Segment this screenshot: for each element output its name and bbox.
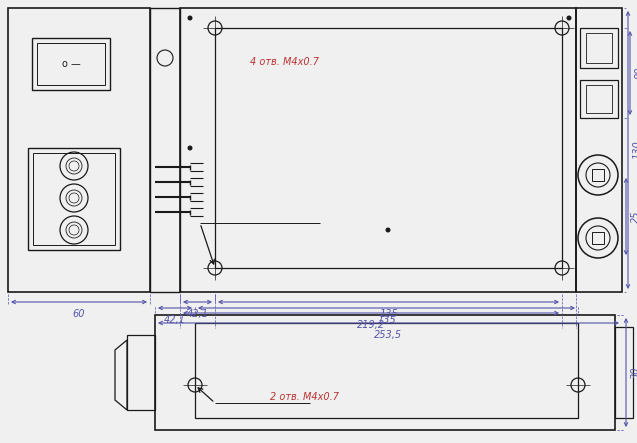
Bar — [215, 28, 562, 268]
Text: 25: 25 — [631, 210, 637, 223]
Text: 2 отв. М4х0.7: 2 отв. М4х0.7 — [270, 392, 339, 402]
Circle shape — [187, 145, 192, 151]
Text: 30: 30 — [631, 366, 637, 379]
Text: 4 отв. М4х0.7: 4 отв. М4х0.7 — [250, 57, 319, 67]
Bar — [155, 315, 615, 430]
Circle shape — [187, 16, 192, 20]
Bar — [33, 153, 115, 245]
Text: 219,2: 219,2 — [357, 320, 385, 330]
Bar — [586, 85, 612, 113]
Bar — [37, 43, 105, 85]
Text: 135: 135 — [377, 315, 396, 325]
Circle shape — [385, 228, 390, 233]
Bar — [28, 148, 120, 250]
Text: o —: o — — [62, 59, 80, 69]
Bar — [180, 8, 576, 292]
Bar — [580, 28, 618, 68]
Bar — [580, 80, 618, 118]
Bar — [127, 335, 155, 410]
Circle shape — [566, 16, 571, 20]
Bar — [592, 169, 604, 181]
Text: 80: 80 — [635, 67, 637, 79]
Bar — [586, 33, 612, 63]
Text: 130: 130 — [633, 140, 637, 159]
Bar — [592, 232, 604, 244]
Bar — [8, 8, 150, 292]
Bar — [615, 327, 633, 418]
Bar — [150, 8, 180, 292]
Text: 42,1: 42,1 — [187, 309, 208, 319]
Bar — [195, 323, 578, 418]
Text: 60: 60 — [73, 309, 85, 319]
Bar — [576, 8, 622, 292]
Text: 42,1: 42,1 — [164, 315, 186, 325]
Text: 135: 135 — [379, 309, 398, 319]
Bar — [32, 38, 110, 90]
Text: 253,5: 253,5 — [375, 330, 403, 340]
